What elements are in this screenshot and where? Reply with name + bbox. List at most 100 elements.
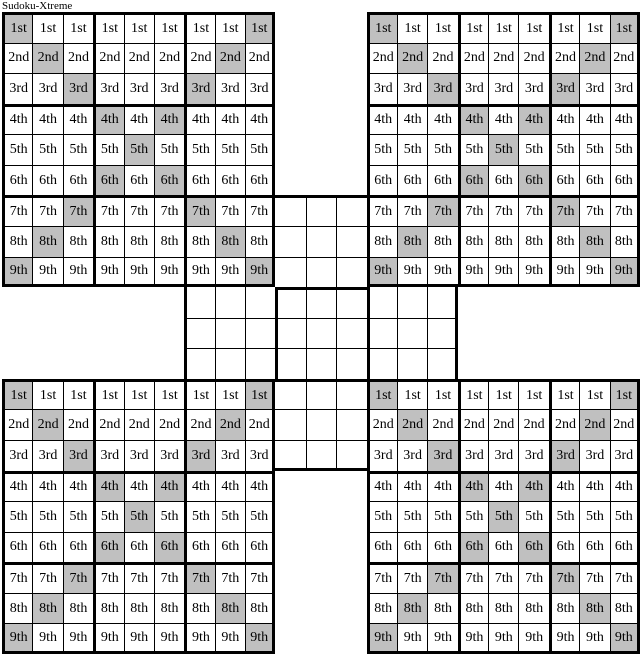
empty-grid-cell[interactable]: [396, 317, 428, 349]
empty-grid-cell[interactable]: [275, 287, 306, 318]
grid-cell[interactable]: 1st: [184, 12, 215, 43]
grid-cell[interactable]: 8th: [548, 592, 580, 624]
grid-cell[interactable]: 5th: [32, 134, 63, 165]
grid-cell[interactable]: 2nd: [457, 409, 489, 440]
grid-cell[interactable]: 4th: [396, 470, 428, 502]
grid-cell[interactable]: 4th: [2, 470, 33, 502]
grid-cell[interactable]: 2nd: [396, 42, 428, 74]
grid-cell[interactable]: 3rd: [366, 439, 397, 471]
grid-cell[interactable]: 6th: [32, 531, 63, 563]
empty-grid-cell[interactable]: [336, 378, 367, 410]
grid-cell[interactable]: 5th: [396, 501, 428, 532]
grid-cell[interactable]: 3rd: [32, 439, 63, 471]
grid-cell[interactable]: 1st: [153, 12, 185, 43]
grid-cell[interactable]: 2nd: [366, 409, 397, 440]
grid-cell[interactable]: 3rd: [609, 73, 640, 104]
grid-cell[interactable]: 7th: [32, 562, 63, 593]
grid-cell[interactable]: 8th: [396, 592, 428, 624]
grid-cell[interactable]: 9th: [214, 256, 246, 288]
grid-cell[interactable]: 4th: [518, 470, 549, 502]
grid-cell[interactable]: 1st: [548, 12, 580, 43]
grid-cell[interactable]: 1st: [579, 378, 610, 410]
grid-cell[interactable]: 7th: [184, 195, 215, 226]
empty-grid-cell[interactable]: [305, 348, 337, 379]
grid-cell[interactable]: 8th: [123, 225, 154, 257]
empty-grid-cell[interactable]: [427, 348, 458, 379]
grid-cell[interactable]: 1st: [609, 378, 640, 410]
grid-cell[interactable]: 5th: [366, 501, 397, 532]
grid-cell[interactable]: 5th: [548, 134, 580, 165]
empty-grid-cell[interactable]: [275, 439, 306, 471]
grid-cell[interactable]: 6th: [2, 531, 33, 563]
empty-grid-cell[interactable]: [305, 439, 337, 471]
grid-cell[interactable]: 8th: [214, 225, 246, 257]
grid-cell[interactable]: 6th: [457, 531, 489, 563]
grid-cell[interactable]: 7th: [457, 195, 489, 226]
grid-cell[interactable]: 9th: [579, 623, 610, 654]
grid-cell[interactable]: 4th: [32, 103, 63, 135]
grid-cell[interactable]: 5th: [93, 134, 124, 165]
empty-grid-cell[interactable]: [275, 256, 306, 288]
grid-cell[interactable]: 8th: [579, 225, 610, 257]
grid-cell[interactable]: 8th: [488, 592, 519, 624]
grid-cell[interactable]: 8th: [2, 592, 33, 624]
empty-grid-cell[interactable]: [305, 256, 337, 288]
grid-cell[interactable]: 2nd: [548, 42, 580, 74]
grid-cell[interactable]: 6th: [153, 164, 185, 196]
grid-cell[interactable]: 7th: [93, 195, 124, 226]
grid-cell[interactable]: 2nd: [245, 42, 276, 74]
empty-grid-cell[interactable]: [275, 195, 306, 226]
grid-cell[interactable]: 9th: [2, 623, 33, 654]
grid-cell[interactable]: 2nd: [245, 409, 276, 440]
grid-cell[interactable]: 8th: [123, 592, 154, 624]
grid-cell[interactable]: 7th: [366, 562, 397, 593]
grid-cell[interactable]: 5th: [62, 501, 94, 532]
grid-cell[interactable]: 6th: [579, 531, 610, 563]
grid-cell[interactable]: 6th: [184, 164, 215, 196]
grid-cell[interactable]: 7th: [214, 562, 246, 593]
grid-cell[interactable]: 5th: [62, 134, 94, 165]
grid-cell[interactable]: 2nd: [2, 409, 33, 440]
grid-cell[interactable]: 2nd: [153, 409, 185, 440]
grid-cell[interactable]: 4th: [366, 470, 397, 502]
grid-cell[interactable]: 7th: [184, 562, 215, 593]
grid-cell[interactable]: 6th: [518, 164, 549, 196]
grid-cell[interactable]: 3rd: [609, 439, 640, 471]
grid-cell[interactable]: 1st: [366, 12, 397, 43]
grid-cell[interactable]: 9th: [579, 256, 610, 288]
grid-cell[interactable]: 6th: [396, 531, 428, 563]
grid-cell[interactable]: 7th: [123, 195, 154, 226]
grid-cell[interactable]: 8th: [153, 592, 185, 624]
empty-grid-cell[interactable]: [427, 317, 458, 349]
empty-grid-cell[interactable]: [336, 409, 367, 440]
empty-grid-cell[interactable]: [336, 225, 367, 257]
grid-cell[interactable]: 9th: [245, 623, 276, 654]
grid-cell[interactable]: 1st: [214, 12, 246, 43]
grid-cell[interactable]: 2nd: [427, 42, 458, 74]
grid-cell[interactable]: 6th: [32, 164, 63, 196]
grid-cell[interactable]: 1st: [184, 378, 215, 410]
grid-cell[interactable]: 5th: [518, 134, 549, 165]
grid-cell[interactable]: 5th: [579, 134, 610, 165]
grid-cell[interactable]: 9th: [123, 256, 154, 288]
grid-cell[interactable]: 4th: [123, 103, 154, 135]
grid-cell[interactable]: 6th: [214, 164, 246, 196]
grid-cell[interactable]: 1st: [123, 12, 154, 43]
grid-cell[interactable]: 3rd: [32, 73, 63, 104]
grid-cell[interactable]: 3rd: [123, 73, 154, 104]
grid-cell[interactable]: 4th: [548, 103, 580, 135]
grid-cell[interactable]: 5th: [518, 501, 549, 532]
grid-cell[interactable]: 6th: [488, 531, 519, 563]
empty-grid-cell[interactable]: [305, 225, 337, 257]
grid-cell[interactable]: 4th: [488, 103, 519, 135]
grid-cell[interactable]: 4th: [518, 103, 549, 135]
grid-cell[interactable]: 2nd: [62, 42, 94, 74]
empty-grid-cell[interactable]: [336, 348, 367, 379]
grid-cell[interactable]: 9th: [62, 623, 94, 654]
grid-cell[interactable]: 7th: [457, 562, 489, 593]
grid-cell[interactable]: 7th: [488, 195, 519, 226]
grid-cell[interactable]: 6th: [548, 164, 580, 196]
grid-cell[interactable]: 1st: [579, 12, 610, 43]
grid-cell[interactable]: 7th: [548, 562, 580, 593]
grid-cell[interactable]: 1st: [457, 12, 489, 43]
